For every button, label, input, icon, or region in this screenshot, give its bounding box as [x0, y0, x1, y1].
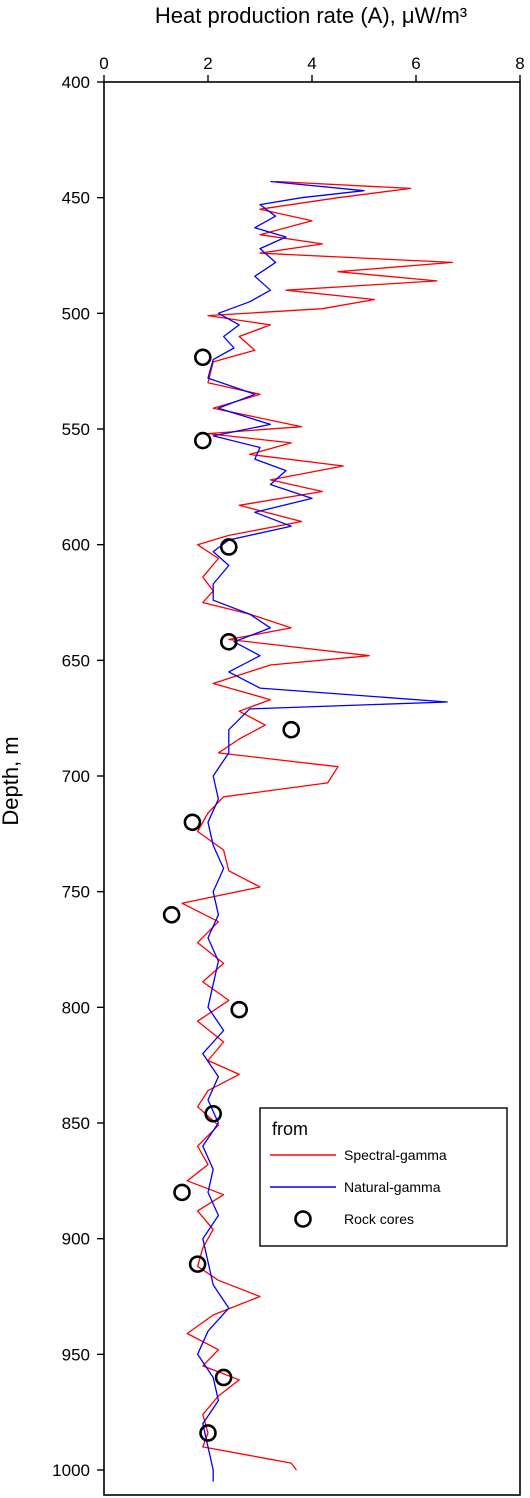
rock-core-point [162, 905, 181, 924]
x-tick-label: 4 [307, 54, 316, 73]
y-tick-label: 950 [62, 1345, 90, 1364]
y-tick-label: 400 [62, 73, 90, 92]
y-tick-label: 800 [62, 998, 90, 1017]
x-tick-label: 6 [411, 54, 420, 73]
y-tick-label: 1000 [52, 1461, 90, 1480]
legend-entry-label: Rock cores [344, 1211, 414, 1227]
plot-frame [103, 81, 521, 1496]
rock-core-point [214, 1368, 233, 1387]
rock-core-point [194, 431, 212, 450]
y-tick-label: 900 [62, 1230, 90, 1249]
natural-gamma-line [196, 180, 448, 1482]
x-tick-label: 2 [203, 54, 212, 73]
rock-core-point [282, 720, 301, 739]
x-tick-label: 8 [515, 54, 524, 73]
y-tick-label: 850 [62, 1114, 90, 1133]
spectral-gamma-line [181, 180, 454, 1471]
legend-swatch-circle [294, 1210, 312, 1228]
legend-entry-label: Natural-gamma [344, 1179, 441, 1195]
rock-core-point [220, 633, 238, 651]
rock-core-point [194, 348, 212, 367]
rock-core-point [183, 813, 202, 832]
legend-box [259, 1107, 508, 1247]
rock-core-point [173, 1183, 191, 1202]
y-tick-label: 600 [62, 536, 90, 555]
y-tick-label: 450 [62, 189, 90, 208]
rock-core-point [199, 1424, 217, 1442]
y-tick-label: 500 [62, 304, 90, 323]
rock-core-point [220, 538, 238, 556]
rock-core-point [230, 1000, 248, 1019]
legend-title: from [272, 1119, 308, 1139]
legend-entry-label: Spectral-gamma [344, 1147, 447, 1163]
y-axis-title: Depth, m [0, 736, 23, 825]
x-tick-label: 0 [99, 54, 108, 73]
rock-core-point [188, 1255, 207, 1273]
rock-core-point [204, 1104, 222, 1123]
y-tick-label: 750 [62, 883, 90, 902]
y-tick-label: 550 [62, 420, 90, 439]
y-tick-label: 650 [62, 651, 90, 670]
y-tick-label: 700 [62, 767, 90, 786]
x-axis-title: Heat production rate (A), μW/m³ [155, 3, 467, 28]
